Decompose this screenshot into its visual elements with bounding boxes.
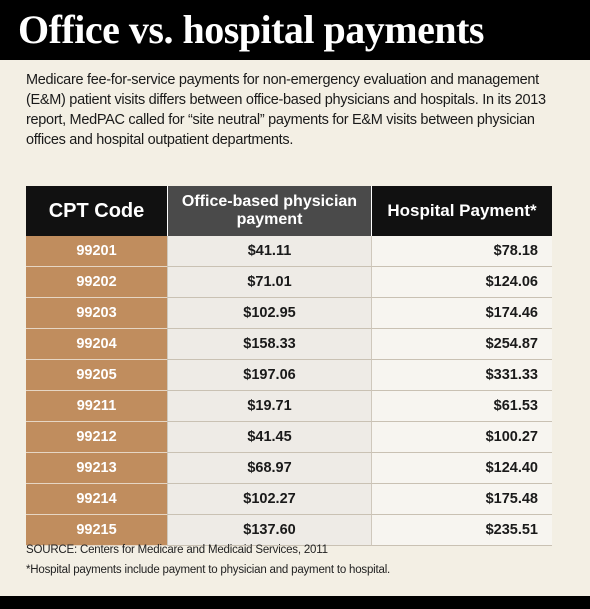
office-payment-cell: $197.06: [167, 360, 372, 391]
cpt-code-cell: 99213: [26, 453, 167, 484]
office-payment-cell: $137.60: [167, 515, 372, 546]
cpt-code-cell: 99205: [26, 360, 167, 391]
column-header-cpt-code: CPT Code: [26, 186, 167, 236]
cpt-code-cell: 99204: [26, 329, 167, 360]
office-payment-cell: $19.71: [167, 391, 372, 422]
hospital-payment-cell: $254.87: [372, 329, 552, 360]
office-payment-cell: $68.97: [167, 453, 372, 484]
office-payment-cell: $41.45: [167, 422, 372, 453]
hospital-payment-cell: $78.18: [372, 236, 552, 267]
office-payment-cell: $41.11: [167, 236, 372, 267]
table-row: 99202 $71.01 $124.06: [26, 267, 552, 298]
table-row: 99211 $19.71 $61.53: [26, 391, 552, 422]
intro-paragraph: Medicare fee-for-service payments for no…: [26, 72, 546, 148]
table-row: 99201 $41.11 $78.18: [26, 236, 552, 267]
table-row: 99204 $158.33 $254.87: [26, 329, 552, 360]
table-row: 99205 $197.06 $331.33: [26, 360, 552, 391]
table-body: 99201 $41.11 $78.18 99202 $71.01 $124.06 99203…: [26, 236, 552, 546]
cpt-code-cell: 99203: [26, 298, 167, 329]
cpt-code-cell: 99211: [26, 391, 167, 422]
cpt-code-cell: 99214: [26, 484, 167, 515]
hospital-payment-cell: $331.33: [372, 360, 552, 391]
office-payment-cell: $71.01: [167, 267, 372, 298]
hospital-payment-cell: $124.06: [372, 267, 552, 298]
cpt-code-cell: 99202: [26, 267, 167, 298]
footnote: *Hospital payments include payment to ph…: [26, 564, 391, 576]
bottom-bar: [0, 596, 590, 609]
office-payment-cell: $158.33: [167, 329, 372, 360]
cpt-code-cell: 99215: [26, 515, 167, 546]
table-header-row: CPT Code Office-based physician payment …: [26, 186, 552, 236]
hospital-payment-cell: $100.27: [372, 422, 552, 453]
office-payment-cell: $102.27: [167, 484, 372, 515]
hospital-payment-cell: $235.51: [372, 515, 552, 546]
table-row: 99203 $102.95 $174.46: [26, 298, 552, 329]
page-title: Office vs. hospital payments: [0, 0, 590, 60]
column-header-office-payment: Office-based physician payment: [167, 186, 372, 236]
cpt-code-cell: 99201: [26, 236, 167, 267]
table-row: 99213 $68.97 $124.40: [26, 453, 552, 484]
hospital-payment-cell: $174.46: [372, 298, 552, 329]
table-row: 99212 $41.45 $100.27: [26, 422, 552, 453]
cpt-code-cell: 99212: [26, 422, 167, 453]
column-header-hospital-payment: Hospital Payment*: [372, 186, 552, 236]
hospital-payment-cell: $175.48: [372, 484, 552, 515]
hospital-payment-cell: $61.53: [372, 391, 552, 422]
payments-table: CPT Code Office-based physician payment …: [26, 186, 552, 546]
source-note: SOURCE: Centers for Medicare and Medicai…: [26, 544, 328, 556]
table-row: 99214 $102.27 $175.48: [26, 484, 552, 515]
office-payment-cell: $102.95: [167, 298, 372, 329]
table-row: 99215 $137.60 $235.51: [26, 515, 552, 546]
hospital-payment-cell: $124.40: [372, 453, 552, 484]
